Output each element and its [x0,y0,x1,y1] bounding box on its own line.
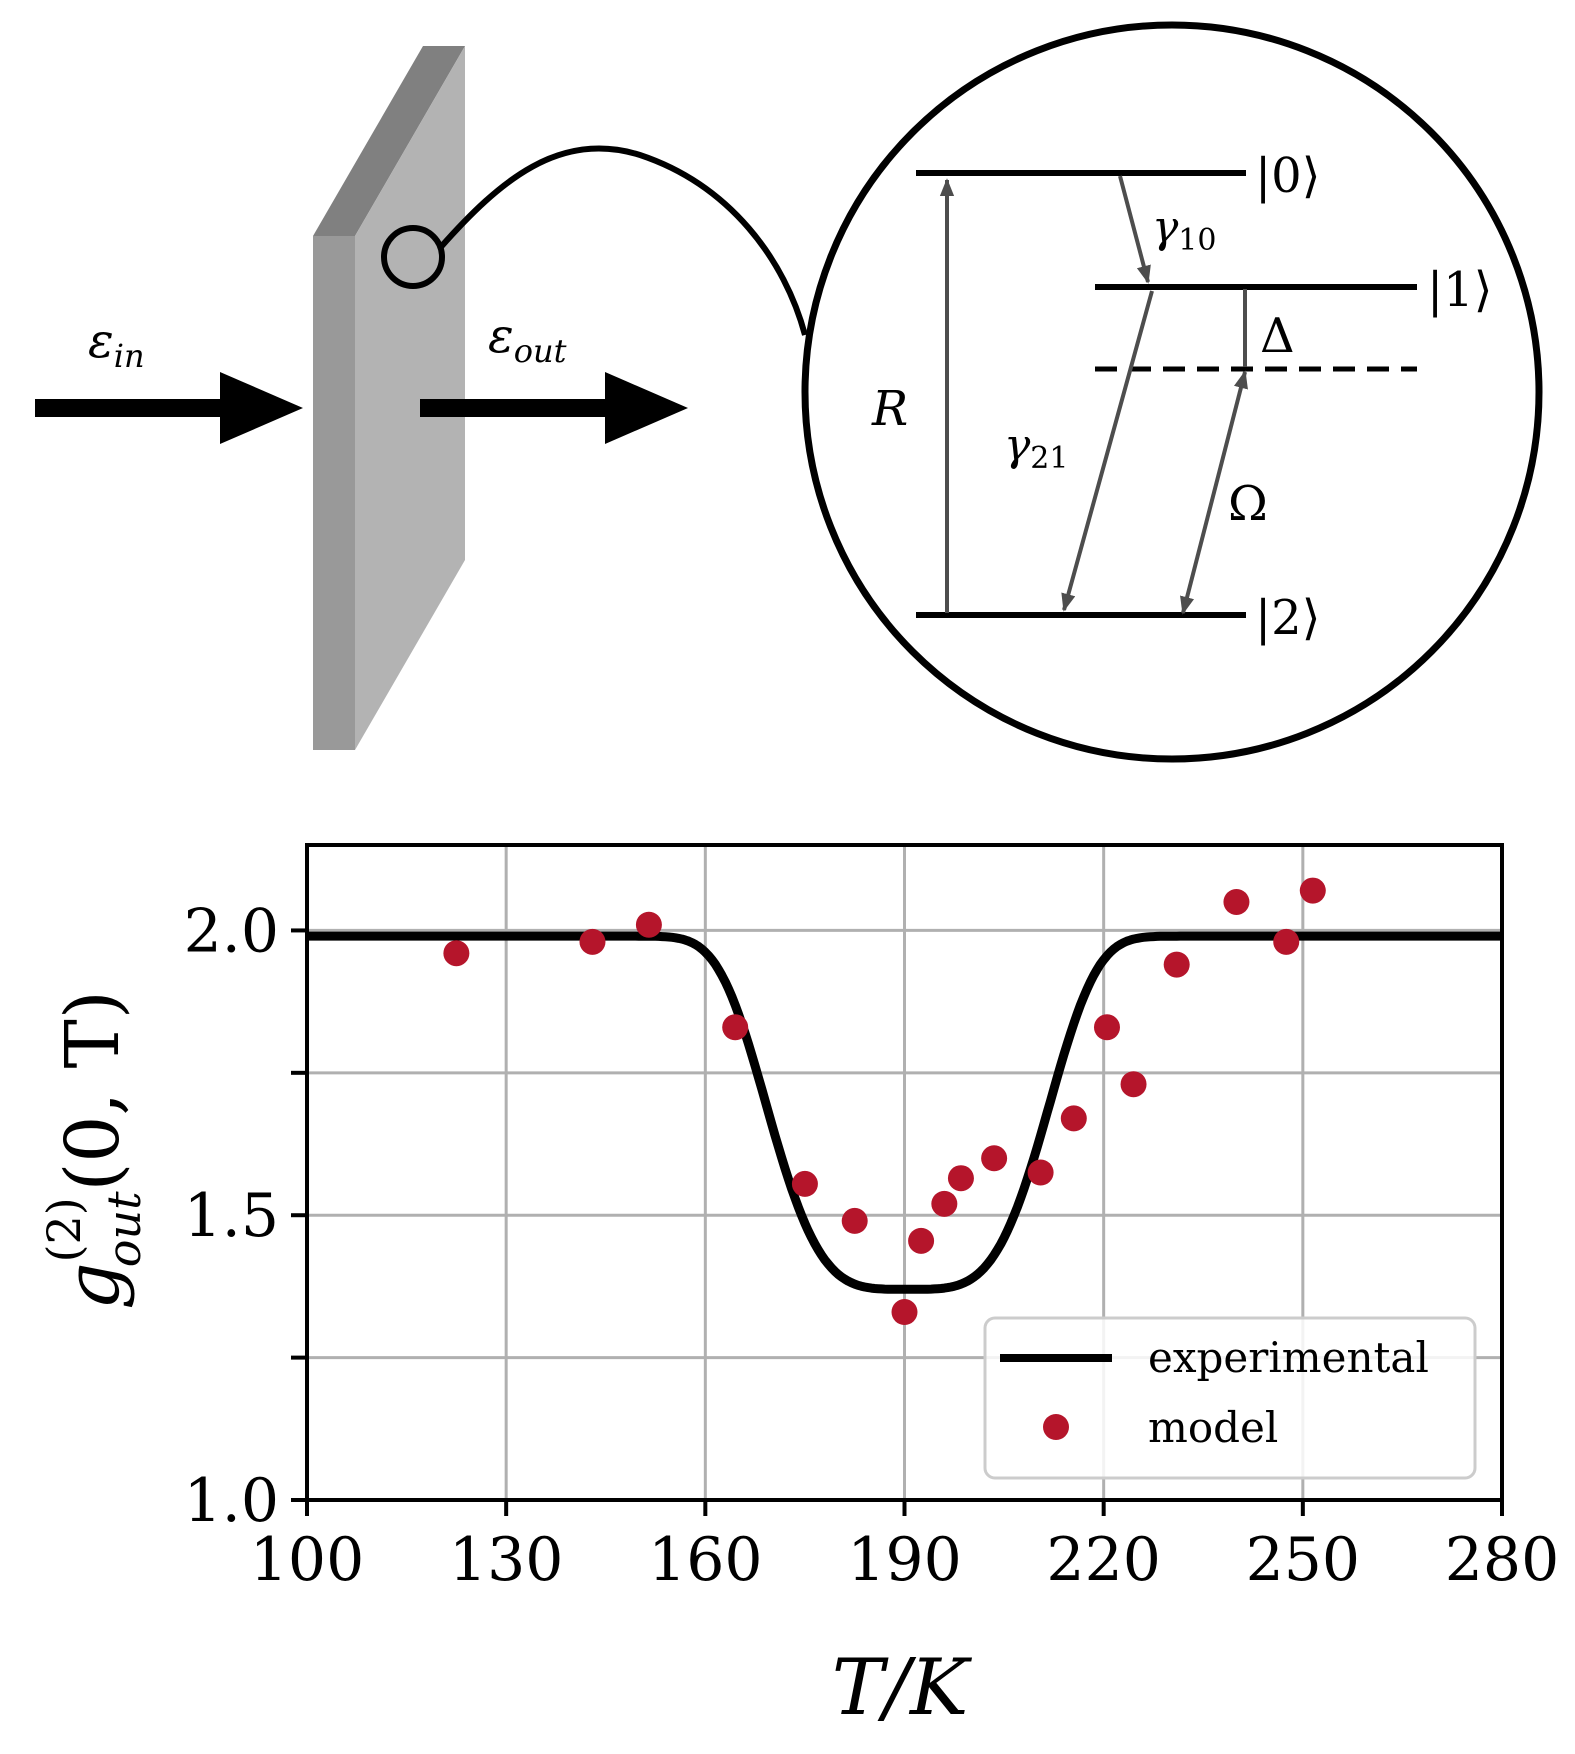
output-field-label: εout [488,308,567,370]
gamma21-label: γ21 [1004,420,1068,476]
x-tick-label: 220 [1046,1525,1161,1595]
input-field-label: εin [88,313,145,375]
model-point [891,1299,918,1326]
input-beam-arrow [35,372,303,444]
chart: 100 130 160 190 220 250 280 1.0 1.5 2.0 T/K g(2)… [37,843,1560,1733]
y-tick-label: 1.0 [184,1466,279,1536]
detuning-label: Δ [1260,308,1295,364]
model-point [981,1145,1008,1172]
slab-side-face [355,46,465,750]
schematic: εin εout |0⟩ |1⟩ |2⟩ R γ10 γ21 Δ Ω [35,21,1543,763]
model-point [908,1227,935,1254]
x-axis-label: T/K [832,1643,973,1733]
level-0-label: |0⟩ [1255,148,1320,204]
model-point [947,1165,974,1192]
model-point [443,940,470,967]
slab-front-face [313,236,355,750]
legend-label-model: model [1148,1403,1278,1452]
slab-top-face [313,46,465,236]
rabi-drive-arrow [1180,370,1248,615]
model-point [1163,951,1190,978]
model-point [635,911,662,938]
gamma10-label: γ10 [1152,202,1216,258]
legend-label-experimental: experimental [1148,1333,1429,1382]
gamma21-arrow [1061,290,1154,612]
sample-slab [313,46,465,750]
model-point [1299,877,1326,904]
x-axis-ticks: 100 130 160 190 220 250 280 [250,1500,1560,1595]
y-tick-label: 2.0 [184,896,279,966]
x-tick-label: 100 [250,1525,365,1595]
x-tick-label: 130 [449,1525,564,1595]
legend-marker-swatch [1043,1414,1069,1440]
model-point [841,1207,868,1234]
legend: experimental model [983,1316,1477,1480]
model-point [1223,888,1250,915]
x-tick-label: 280 [1445,1525,1560,1595]
energy-level-inset [801,21,1543,763]
model-point [1027,1159,1054,1186]
experimental-line [305,931,1504,1294]
model-point [791,1170,818,1197]
model-point [579,928,606,955]
rabi-label: Ω [1228,476,1268,532]
y-axis-ticks: 1.0 1.5 2.0 [184,896,307,1536]
output-beam-arrow [420,372,688,444]
zoom-connector-line [437,145,808,336]
x-tick-label: 160 [648,1525,763,1595]
y-tick-label: 1.5 [184,1181,279,1251]
emitter-circle [381,225,445,289]
x-tick-label: 190 [847,1525,962,1595]
model-point [1060,1105,1087,1132]
level-2-label: |2⟩ [1255,590,1320,646]
model-point [1273,928,1300,955]
model-point [931,1190,958,1217]
experimental-curve-layer [305,931,1504,1294]
y-axis-label: g(2) out(0, T) [37,990,151,1310]
model-points-layer [443,877,1326,1326]
pump-R-label: R [871,381,908,437]
level-1-label: |1⟩ [1427,262,1492,318]
x-tick-label: 250 [1246,1525,1361,1595]
model-point [722,1014,749,1041]
model-point [1120,1071,1147,1098]
gamma10-arrow [1118,175,1151,284]
model-point [1093,1014,1120,1041]
